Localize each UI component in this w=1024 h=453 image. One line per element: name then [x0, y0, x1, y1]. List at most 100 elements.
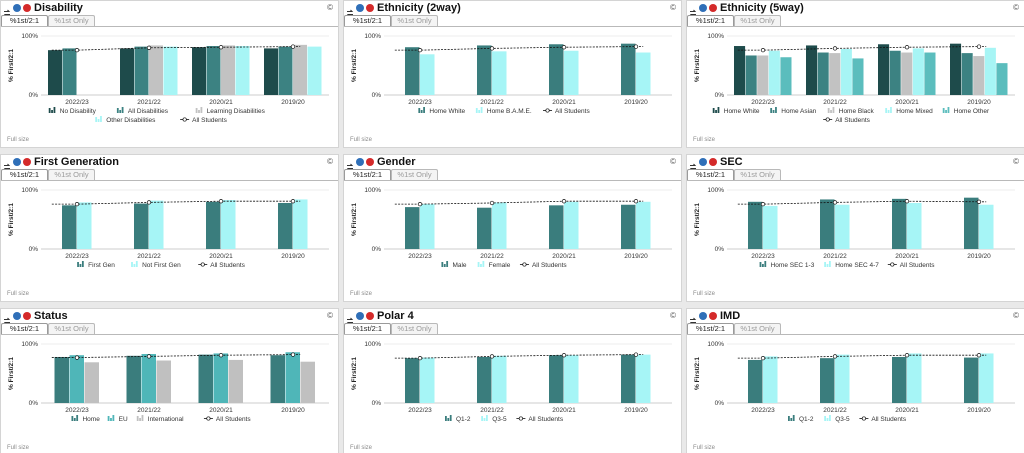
legend-label[interactable]: Home SEC 1-3: [771, 262, 815, 269]
all-students-point[interactable]: [74, 355, 80, 360]
full-size-link[interactable]: Full size: [693, 445, 716, 451]
legend-label[interactable]: All Students: [210, 262, 245, 269]
bar[interactable]: [134, 203, 149, 249]
legend-label[interactable]: All Students: [528, 416, 563, 423]
legend-label[interactable]: Home B.A.M.E.: [487, 108, 532, 115]
tab-first-or-upper-second[interactable]: %1st/2:1: [687, 15, 734, 26]
bar[interactable]: [126, 355, 142, 403]
bar[interactable]: [892, 198, 907, 249]
bar[interactable]: [492, 202, 507, 249]
swap-icon[interactable]: [3, 4, 11, 17]
bar[interactable]: [912, 48, 924, 95]
bar[interactable]: [964, 197, 979, 249]
legend-label[interactable]: Home Black: [839, 108, 875, 115]
bar[interactable]: [820, 358, 835, 403]
tab-first-only[interactable]: %1st Only: [734, 15, 781, 26]
bar[interactable]: [221, 200, 236, 249]
info-icon[interactable]: [13, 312, 21, 320]
tab-first-or-upper-second[interactable]: %1st/2:1: [344, 15, 391, 26]
info-icon[interactable]: [699, 158, 707, 166]
bar[interactable]: [278, 46, 293, 95]
bar[interactable]: [878, 44, 890, 95]
tab-first-only[interactable]: %1st Only: [391, 323, 438, 334]
record-icon[interactable]: [366, 158, 374, 166]
bar[interactable]: [62, 48, 77, 95]
legend-label[interactable]: Q3-5: [835, 416, 850, 423]
bar[interactable]: [901, 52, 913, 95]
legend-label[interactable]: Female: [489, 262, 511, 269]
all-students-point[interactable]: [146, 200, 152, 205]
info-icon[interactable]: [13, 4, 21, 12]
swap-icon[interactable]: [3, 312, 11, 325]
bar[interactable]: [54, 356, 70, 403]
info-icon[interactable]: [699, 4, 707, 12]
bar[interactable]: [293, 199, 308, 249]
all-students-point[interactable]: [561, 353, 567, 358]
bar[interactable]: [734, 46, 746, 95]
bar[interactable]: [477, 207, 492, 249]
bar[interactable]: [757, 55, 769, 95]
legend-label[interactable]: Other Disabilities: [106, 117, 156, 124]
bar[interactable]: [420, 357, 435, 403]
bar[interactable]: [206, 201, 221, 249]
info-icon[interactable]: [356, 312, 364, 320]
legend-label[interactable]: Home Mixed: [896, 108, 933, 115]
bar[interactable]: [134, 46, 149, 95]
bar[interactable]: [492, 355, 507, 403]
bar[interactable]: [564, 201, 579, 249]
tab-first-only[interactable]: %1st Only: [391, 169, 438, 180]
legend-label[interactable]: EU: [119, 416, 128, 423]
bar[interactable]: [156, 360, 172, 403]
bar[interactable]: [120, 48, 134, 95]
bar[interactable]: [840, 48, 852, 95]
bar[interactable]: [62, 205, 77, 249]
record-icon[interactable]: [709, 158, 717, 166]
swap-icon[interactable]: [3, 158, 11, 171]
legend-label[interactable]: Q3-5: [492, 416, 507, 423]
bar[interactable]: [961, 53, 973, 95]
bar[interactable]: [149, 45, 163, 95]
bar[interactable]: [564, 355, 579, 403]
full-size-link[interactable]: Full size: [350, 137, 373, 143]
bar[interactable]: [163, 46, 178, 95]
all-students-point[interactable]: [904, 199, 910, 204]
bar[interactable]: [889, 50, 901, 95]
tab-first-or-upper-second[interactable]: %1st/2:1: [1, 323, 48, 334]
bar[interactable]: [405, 47, 420, 95]
legend-label[interactable]: Home White: [429, 108, 465, 115]
bar[interactable]: [300, 361, 316, 403]
legend-label[interactable]: Q1-2: [799, 416, 814, 423]
bar[interactable]: [477, 45, 492, 95]
all-students-point[interactable]: [976, 353, 982, 358]
all-students-point[interactable]: [832, 354, 838, 359]
all-students-point[interactable]: [74, 202, 80, 207]
tab-first-or-upper-second[interactable]: %1st/2:1: [1, 169, 48, 180]
bar[interactable]: [549, 205, 564, 249]
bar[interactable]: [206, 46, 221, 95]
full-size-link[interactable]: Full size: [350, 291, 373, 297]
bar[interactable]: [636, 52, 651, 95]
legend-label[interactable]: All Students: [192, 117, 227, 124]
bar[interactable]: [270, 355, 286, 403]
bar[interactable]: [907, 353, 922, 403]
swap-icon[interactable]: [346, 312, 354, 325]
all-students-point[interactable]: [290, 199, 296, 204]
all-students-point[interactable]: [489, 46, 495, 51]
bar[interactable]: [636, 354, 651, 403]
legend-label[interactable]: Learning Disabilities: [207, 108, 266, 115]
swap-icon[interactable]: [346, 4, 354, 17]
bar[interactable]: [77, 202, 92, 249]
record-icon[interactable]: [366, 4, 374, 12]
bar[interactable]: [549, 355, 564, 403]
bar[interactable]: [984, 47, 996, 95]
legend-label[interactable]: No Disability: [60, 108, 97, 115]
all-students-point[interactable]: [74, 48, 80, 53]
info-icon[interactable]: [356, 158, 364, 166]
tab-first-or-upper-second[interactable]: %1st/2:1: [687, 169, 734, 180]
bar[interactable]: [852, 58, 864, 95]
bar[interactable]: [748, 201, 763, 249]
all-students-point[interactable]: [218, 45, 224, 50]
all-students-point[interactable]: [832, 200, 838, 205]
bar[interactable]: [820, 199, 835, 249]
tab-first-only[interactable]: %1st Only: [48, 15, 95, 26]
